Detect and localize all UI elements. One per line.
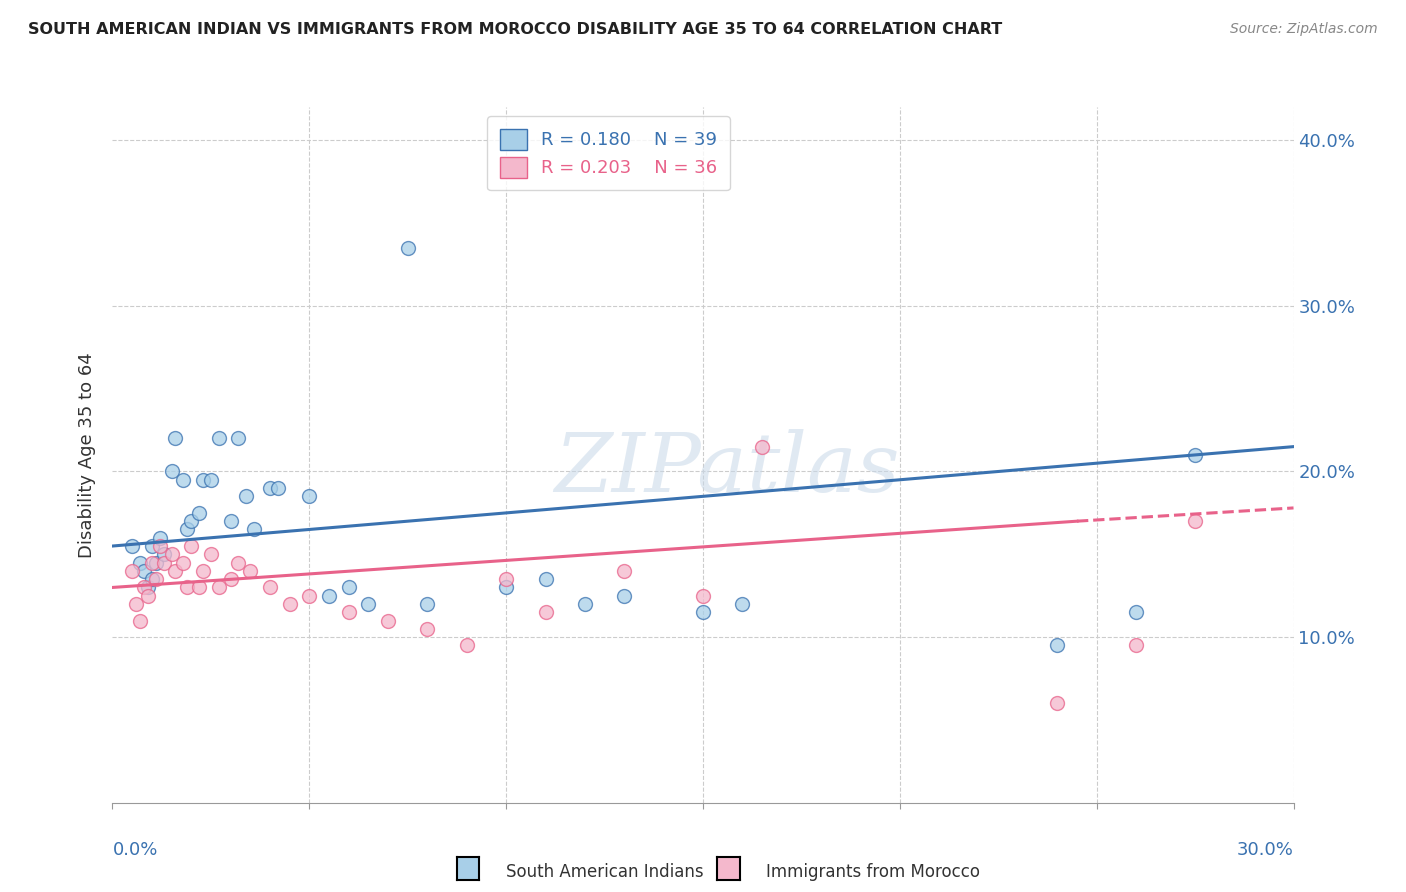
Point <box>495 581 517 595</box>
Point <box>1046 639 1069 653</box>
Point <box>145 556 167 570</box>
Point <box>337 605 360 619</box>
Point <box>160 547 183 561</box>
Point <box>731 597 754 611</box>
Point <box>125 597 148 611</box>
Point <box>318 589 340 603</box>
Point <box>1125 605 1147 619</box>
Point <box>243 523 266 537</box>
Point <box>132 581 155 595</box>
Point <box>534 605 557 619</box>
Point <box>751 440 773 454</box>
Point <box>141 539 163 553</box>
Point <box>396 241 419 255</box>
Point <box>180 514 202 528</box>
Text: Immigrants from Morocco: Immigrants from Morocco <box>766 863 980 881</box>
Point <box>129 614 152 628</box>
Point <box>188 506 211 520</box>
Point <box>613 564 636 578</box>
Point <box>298 589 321 603</box>
Point <box>574 597 596 611</box>
Point <box>1184 514 1206 528</box>
Point <box>357 597 380 611</box>
Point <box>228 556 250 570</box>
Point <box>152 547 174 561</box>
Point <box>136 581 159 595</box>
Point <box>259 481 281 495</box>
Point <box>228 431 250 445</box>
Point <box>141 572 163 586</box>
Text: Source: ZipAtlas.com: Source: ZipAtlas.com <box>1230 22 1378 37</box>
Point <box>267 481 290 495</box>
Point <box>160 465 183 479</box>
Point <box>534 572 557 586</box>
Point <box>613 589 636 603</box>
Point <box>172 556 194 570</box>
Point <box>188 581 211 595</box>
Point <box>152 556 174 570</box>
Point <box>1125 639 1147 653</box>
Point <box>208 431 231 445</box>
Y-axis label: Disability Age 35 to 64: Disability Age 35 to 64 <box>77 352 96 558</box>
Point <box>191 564 214 578</box>
Point <box>200 547 222 561</box>
Point <box>208 581 231 595</box>
Point <box>692 605 714 619</box>
Point <box>337 581 360 595</box>
Point <box>149 531 172 545</box>
Point <box>149 539 172 553</box>
Text: 0.0%: 0.0% <box>112 841 157 859</box>
Point <box>145 572 167 586</box>
Point <box>132 564 155 578</box>
Text: 30.0%: 30.0% <box>1237 841 1294 859</box>
Point <box>259 581 281 595</box>
Point <box>165 431 187 445</box>
Point <box>136 589 159 603</box>
Point <box>377 614 399 628</box>
Point <box>1046 697 1069 711</box>
Point <box>278 597 301 611</box>
Point <box>176 581 198 595</box>
Point <box>176 523 198 537</box>
Point <box>416 622 439 636</box>
Point <box>141 556 163 570</box>
Point <box>129 556 152 570</box>
Text: SOUTH AMERICAN INDIAN VS IMMIGRANTS FROM MOROCCO DISABILITY AGE 35 TO 64 CORRELA: SOUTH AMERICAN INDIAN VS IMMIGRANTS FROM… <box>28 22 1002 37</box>
Point <box>239 564 262 578</box>
Text: South American Indians: South American Indians <box>506 863 704 881</box>
Point <box>219 514 242 528</box>
Point <box>180 539 202 553</box>
Point <box>416 597 439 611</box>
Point <box>495 572 517 586</box>
Point <box>172 473 194 487</box>
Point <box>235 489 257 503</box>
Point <box>191 473 214 487</box>
Text: ZIPatlas: ZIPatlas <box>554 429 900 508</box>
Point <box>200 473 222 487</box>
Point <box>121 539 143 553</box>
Point <box>165 564 187 578</box>
Legend: R = 0.180    N = 39, R = 0.203    N = 36: R = 0.180 N = 39, R = 0.203 N = 36 <box>486 116 730 190</box>
Point <box>1184 448 1206 462</box>
Point <box>298 489 321 503</box>
Point <box>219 572 242 586</box>
Point <box>121 564 143 578</box>
Point <box>692 589 714 603</box>
Point <box>456 639 478 653</box>
